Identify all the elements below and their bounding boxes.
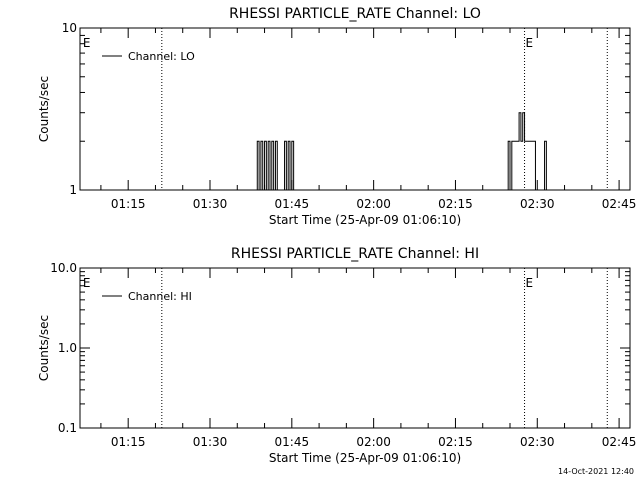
- chart-2-title: RHESSI PARTICLE_RATE Channel: HI: [231, 246, 479, 262]
- chart-1-x-axis-label: Start Time (25-Apr-09 01:06:10): [269, 213, 461, 227]
- chart-2-legend-entry: Channel: HI: [128, 290, 192, 303]
- chart-2-y-tick-label: 1.0: [58, 341, 77, 355]
- chart-2-x-tick-label: 01:30: [193, 435, 228, 449]
- chart-1-x-tick-label: 01:45: [275, 197, 310, 211]
- chart-1-y-axis-label: Counts/sec: [37, 76, 51, 142]
- chart-1-x-tick-label: 01:15: [111, 197, 146, 211]
- chart-1-legend-entry: Channel: LO: [128, 50, 195, 63]
- chart-1-y-tick-label: 1: [69, 183, 77, 197]
- chart-1-x-tick-label: 02:00: [356, 197, 391, 211]
- chart-2-y-tick-label: 0.1: [58, 421, 77, 435]
- chart-1-x-tick-label: 02:15: [438, 197, 473, 211]
- chart-1-event-marker: E: [83, 36, 91, 50]
- chart-2-x-tick-label: 02:15: [438, 435, 473, 449]
- chart-2-x-tick-label: 01:15: [111, 435, 146, 449]
- chart-2-x-axis-label: Start Time (25-Apr-09 01:06:10): [269, 451, 461, 465]
- chart-2-x-tick-label: 02:00: [356, 435, 391, 449]
- chart-1-x-tick-label: 02:30: [520, 197, 555, 211]
- chart-2-y-axis-label: Counts/sec: [37, 315, 51, 381]
- chart-1-x-tick-label: 01:30: [193, 197, 228, 211]
- chart-1-event-marker: E: [526, 36, 534, 50]
- chart-2-event-marker: E: [83, 276, 91, 290]
- chart-1-x-tick-label: 02:45: [602, 197, 637, 211]
- footer-timestamp: 14-Oct-2021 12:40: [558, 467, 634, 476]
- chart-2-x-tick-label: 02:30: [520, 435, 555, 449]
- chart-2-event-marker: E: [526, 276, 534, 290]
- chart-2-x-tick-label: 02:45: [602, 435, 637, 449]
- chart-1-y-tick-label: 10: [62, 21, 77, 35]
- chart-1-title: RHESSI PARTICLE_RATE Channel: LO: [229, 6, 481, 22]
- chart-2-x-tick-label: 01:45: [275, 435, 310, 449]
- chart-2-y-tick-label: 10.0: [50, 261, 77, 275]
- chart-1-plot-frame: [79, 27, 631, 191]
- chart-1-series-line: [255, 112, 549, 191]
